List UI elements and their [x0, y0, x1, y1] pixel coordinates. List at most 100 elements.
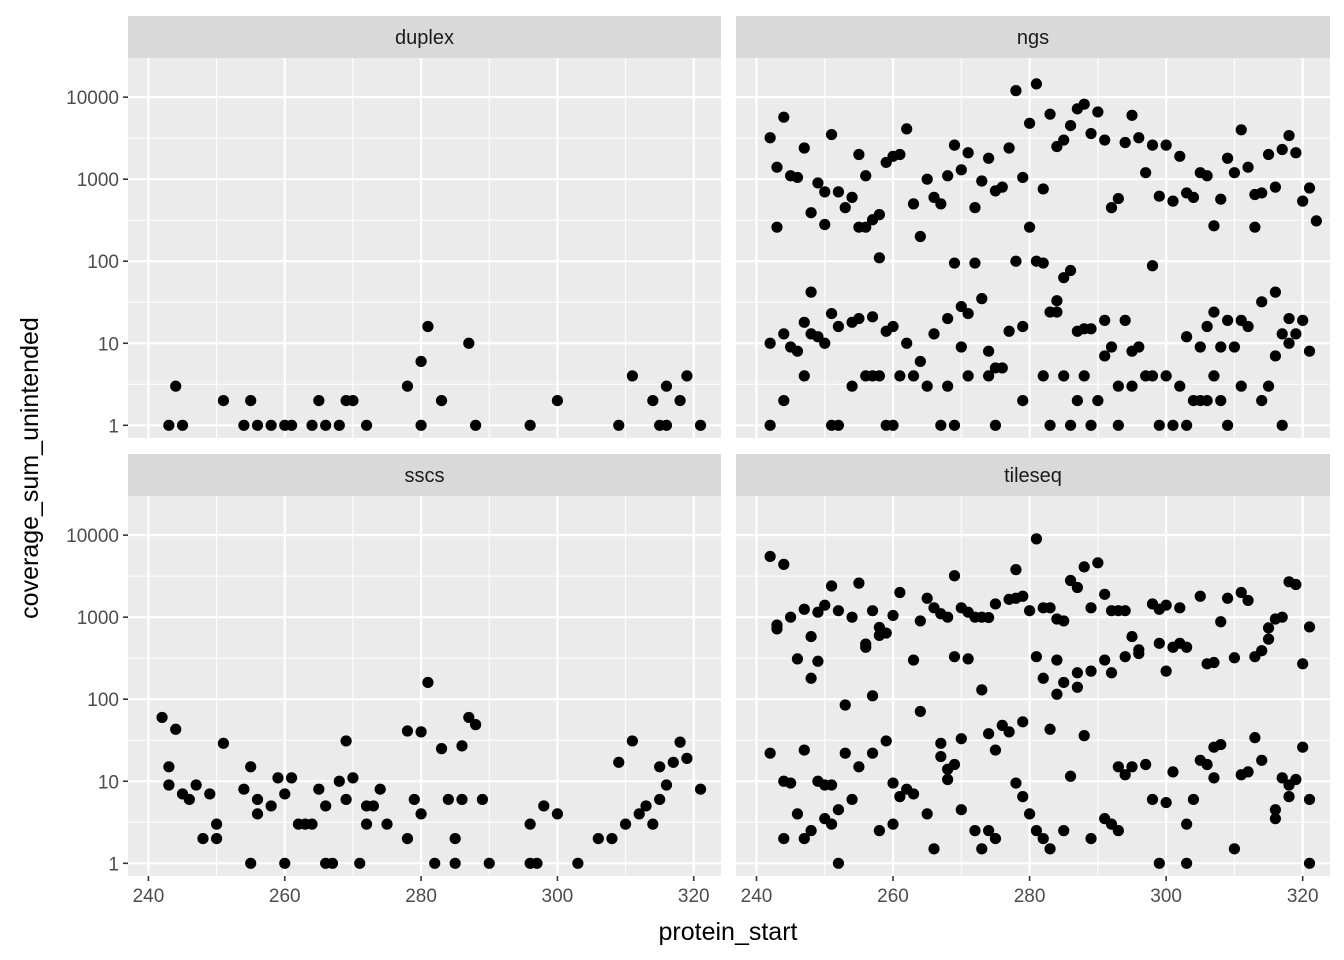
data-point	[873, 825, 885, 837]
data-point	[217, 394, 230, 407]
data-point	[1256, 296, 1268, 308]
data-point	[1160, 665, 1172, 677]
data-point	[1051, 688, 1063, 700]
strip-tileseq	[736, 454, 1330, 496]
data-point	[853, 148, 865, 161]
x-axis-right-panels: 240 260 280 300 320	[741, 876, 1319, 907]
data-point	[1058, 615, 1070, 627]
x-tick-label: 320	[1287, 886, 1319, 907]
data-point	[1303, 793, 1316, 806]
data-point	[524, 818, 536, 830]
data-point	[1051, 295, 1063, 307]
data-point	[1092, 557, 1104, 569]
data-point	[401, 725, 414, 737]
data-point	[340, 735, 352, 747]
data-point	[1181, 818, 1193, 830]
data-point	[942, 312, 954, 325]
data-point	[647, 818, 659, 830]
data-point	[955, 804, 967, 816]
data-point	[367, 800, 379, 812]
data-point	[347, 394, 359, 407]
data-point	[1215, 193, 1227, 205]
data-point	[1269, 350, 1281, 362]
data-point	[778, 832, 790, 845]
data-point	[839, 699, 851, 711]
data-point	[812, 177, 824, 189]
y-tick-label: 1	[108, 854, 119, 875]
data-point	[1146, 260, 1159, 272]
data-point	[1194, 590, 1206, 602]
data-point	[1290, 147, 1302, 159]
panel-tileseq: tileseq	[736, 454, 1330, 876]
data-point	[1037, 370, 1049, 382]
data-point	[1010, 255, 1022, 267]
data-point	[1262, 148, 1275, 161]
strip-label-tileseq: tileseq	[1004, 465, 1062, 487]
data-point	[771, 623, 783, 635]
data-point	[163, 419, 175, 431]
data-point	[785, 777, 797, 789]
data-point	[1092, 106, 1104, 118]
data-point	[1003, 325, 1015, 337]
strip-label-duplex: duplex	[395, 27, 454, 49]
data-point	[1290, 578, 1302, 591]
data-point	[163, 761, 175, 773]
data-point	[771, 161, 783, 173]
data-point	[1269, 813, 1281, 825]
data-point	[1228, 167, 1241, 179]
data-point	[667, 756, 679, 768]
data-point	[1160, 139, 1172, 151]
data-point	[983, 370, 995, 382]
data-point	[832, 186, 845, 198]
data-point	[1085, 419, 1097, 431]
data-point	[1297, 314, 1309, 326]
data-point	[1290, 773, 1302, 786]
data-point	[449, 857, 461, 869]
data-point	[1017, 320, 1029, 333]
data-point	[983, 345, 995, 357]
data-point	[798, 744, 810, 756]
data-point	[374, 783, 386, 795]
data-point	[1221, 314, 1234, 326]
data-point	[1215, 738, 1227, 751]
data-point	[921, 173, 933, 185]
data-point	[1078, 730, 1090, 742]
data-point	[1064, 264, 1077, 277]
data-point	[1181, 331, 1193, 343]
data-point	[948, 570, 961, 582]
data-point	[1078, 98, 1090, 110]
data-point	[1140, 167, 1152, 179]
data-point	[429, 857, 441, 869]
data-point	[1201, 394, 1213, 407]
data-point	[320, 800, 332, 812]
data-point	[265, 800, 277, 812]
data-point	[825, 307, 838, 320]
data-point	[1044, 843, 1056, 855]
data-point	[1030, 78, 1043, 90]
data-point	[1221, 419, 1234, 431]
data-point	[866, 311, 879, 323]
data-point	[1283, 337, 1295, 349]
data-point	[1201, 758, 1213, 771]
data-point	[866, 605, 879, 617]
data-point	[976, 843, 988, 855]
data-point	[935, 419, 947, 431]
data-point	[873, 209, 885, 221]
data-point	[674, 394, 686, 407]
x-tick-label: 260	[269, 886, 301, 907]
data-point	[976, 684, 988, 696]
data-point	[1099, 134, 1111, 146]
data-point	[449, 832, 461, 845]
data-point	[401, 380, 414, 392]
data-point	[1133, 647, 1145, 660]
data-point	[819, 218, 831, 231]
data-point	[456, 740, 468, 752]
x-axis-left-panels: 240 260 280 300 320	[133, 876, 710, 907]
data-point	[408, 793, 420, 806]
y-tick-label: 1	[108, 416, 119, 437]
data-point	[1133, 132, 1145, 144]
data-point	[1262, 380, 1275, 392]
panel-duplex: duplex	[128, 16, 721, 438]
data-point	[853, 312, 865, 325]
data-point	[880, 627, 892, 639]
